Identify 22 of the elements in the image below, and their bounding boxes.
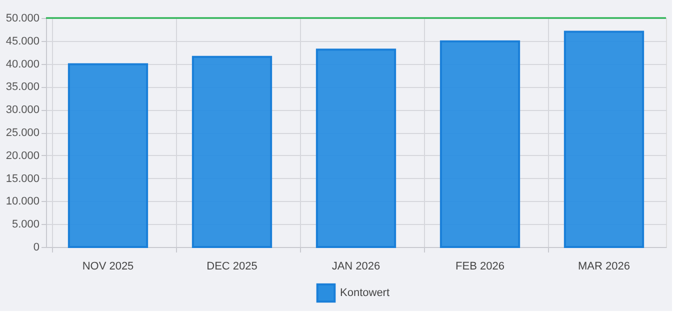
y-tick-label: 30.000: [6, 104, 40, 116]
y-tick-label: 15.000: [6, 172, 40, 185]
y-tick-label: 50.000: [6, 12, 40, 24]
legend-label: Kontowert: [340, 287, 390, 299]
y-tick-label: 35.000: [6, 81, 40, 94]
bar: [564, 30, 644, 248]
y-tick-label: 5.000: [12, 218, 40, 231]
x-tick-label: MAR 2026: [578, 260, 630, 272]
y-tick-label: 40.000: [6, 58, 40, 70]
y-tick-label: 10.000: [6, 196, 40, 208]
x-tick-label: NOV 2025: [82, 260, 134, 272]
x-tick-label: FEB 2026: [456, 260, 504, 272]
x-tick-label: JAN 2026: [332, 260, 380, 272]
y-tick-label: 25.000: [6, 127, 40, 139]
bar: [68, 63, 148, 248]
y-tick-label: 0: [33, 242, 40, 254]
bar: [192, 56, 272, 248]
x-tick-label: DEC 2025: [206, 260, 258, 272]
bar: [440, 40, 520, 248]
bar: [316, 48, 396, 248]
y-tick-label: 45.000: [6, 35, 40, 48]
y-tick-label: 20.000: [6, 150, 40, 162]
